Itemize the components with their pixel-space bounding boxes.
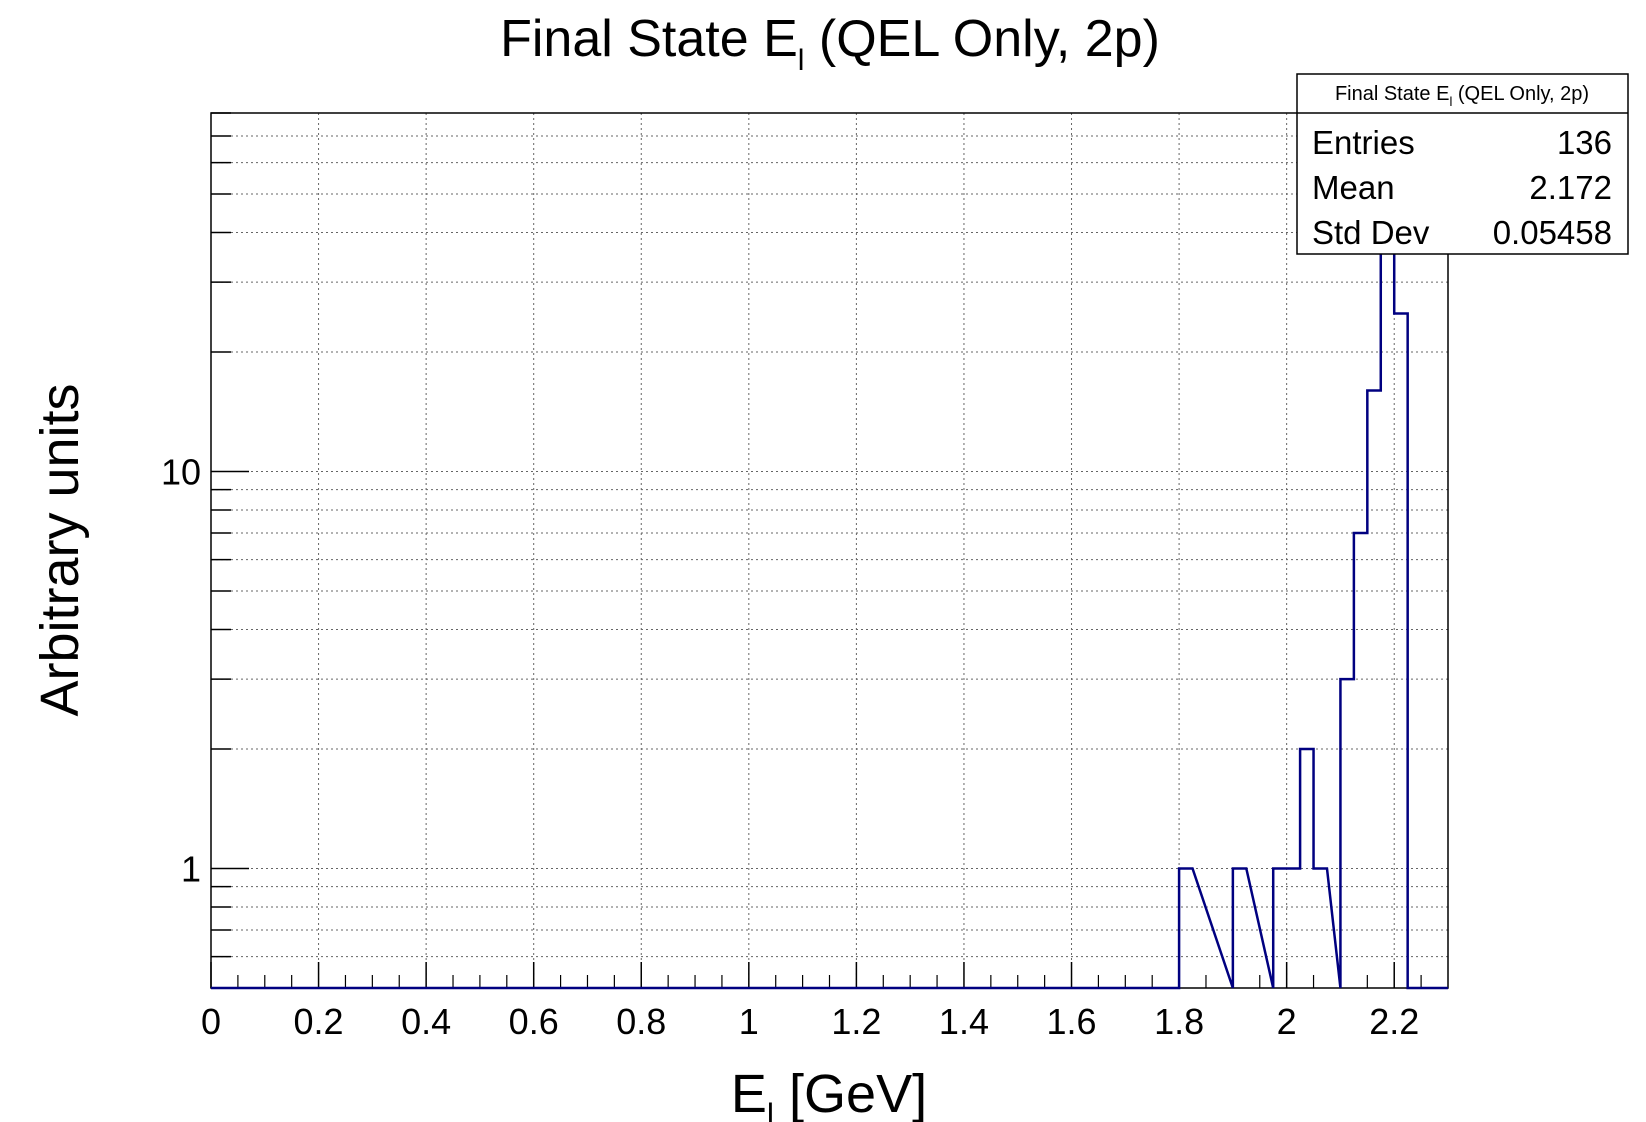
stats-entries-value: 136 bbox=[1557, 124, 1612, 161]
histogram-bin bbox=[1273, 868, 1286, 988]
y-tick-label: 10 bbox=[161, 452, 201, 493]
histogram-bin bbox=[1233, 868, 1246, 988]
y-tick-label: 1 bbox=[181, 848, 201, 889]
chart-title: Final State El (QEL Only, 2p) bbox=[500, 10, 1160, 77]
x-tick-label: 1.8 bbox=[1154, 1001, 1204, 1042]
histogram-bin bbox=[1354, 533, 1367, 988]
axis-ticks bbox=[210, 112, 1422, 989]
x-tick-label: 0.8 bbox=[616, 1001, 666, 1042]
histogram-bin bbox=[1300, 749, 1313, 988]
x-tick-label: 1.2 bbox=[831, 1001, 881, 1042]
x-tick-label: 0 bbox=[201, 1001, 221, 1042]
x-tick-labels: 0 0.2 0.4 0.6 0.8 1 1.2 1.4 1.6 1.8 2 2.2 bbox=[201, 1001, 1419, 1042]
stats-entries-label: Entries bbox=[1312, 124, 1415, 161]
x-tick-label: 1.4 bbox=[939, 1001, 989, 1042]
histogram-bin bbox=[1314, 868, 1327, 988]
y-tick-labels: 1 10 bbox=[161, 452, 201, 890]
histogram-bin bbox=[1179, 868, 1192, 988]
x-tick-label: 0.2 bbox=[294, 1001, 344, 1042]
grid bbox=[210, 112, 1448, 989]
stats-box-title: Final State El (QEL Only, 2p) bbox=[1335, 83, 1589, 109]
x-tick-label: 0.4 bbox=[401, 1001, 451, 1042]
x-tick-label: 1 bbox=[739, 1001, 759, 1042]
histogram-bin bbox=[1340, 679, 1353, 988]
histogram-bin bbox=[1394, 314, 1407, 988]
stats-stddev-value: 0.05458 bbox=[1493, 214, 1612, 251]
stats-stddev-label: Std Dev bbox=[1312, 214, 1430, 251]
x-tick-label: 2.2 bbox=[1369, 1001, 1419, 1042]
histogram-bin bbox=[1367, 390, 1380, 988]
stats-box-frame bbox=[1296, 73, 1629, 255]
stats-box: Final State El (QEL Only, 2p) Entries 13… bbox=[1296, 73, 1629, 255]
y-axis-label: Arbitrary units bbox=[30, 383, 90, 716]
stats-mean-label: Mean bbox=[1312, 169, 1395, 206]
histogram-bin bbox=[1381, 187, 1394, 988]
x-tick-label: 0.6 bbox=[509, 1001, 559, 1042]
stats-mean-value: 2.172 bbox=[1529, 169, 1612, 206]
histogram-bin bbox=[1287, 868, 1300, 988]
x-tick-label: 2 bbox=[1277, 1001, 1297, 1042]
x-tick-label: 1.6 bbox=[1046, 1001, 1096, 1042]
x-axis-label: El [GeV] bbox=[731, 1064, 927, 1122]
